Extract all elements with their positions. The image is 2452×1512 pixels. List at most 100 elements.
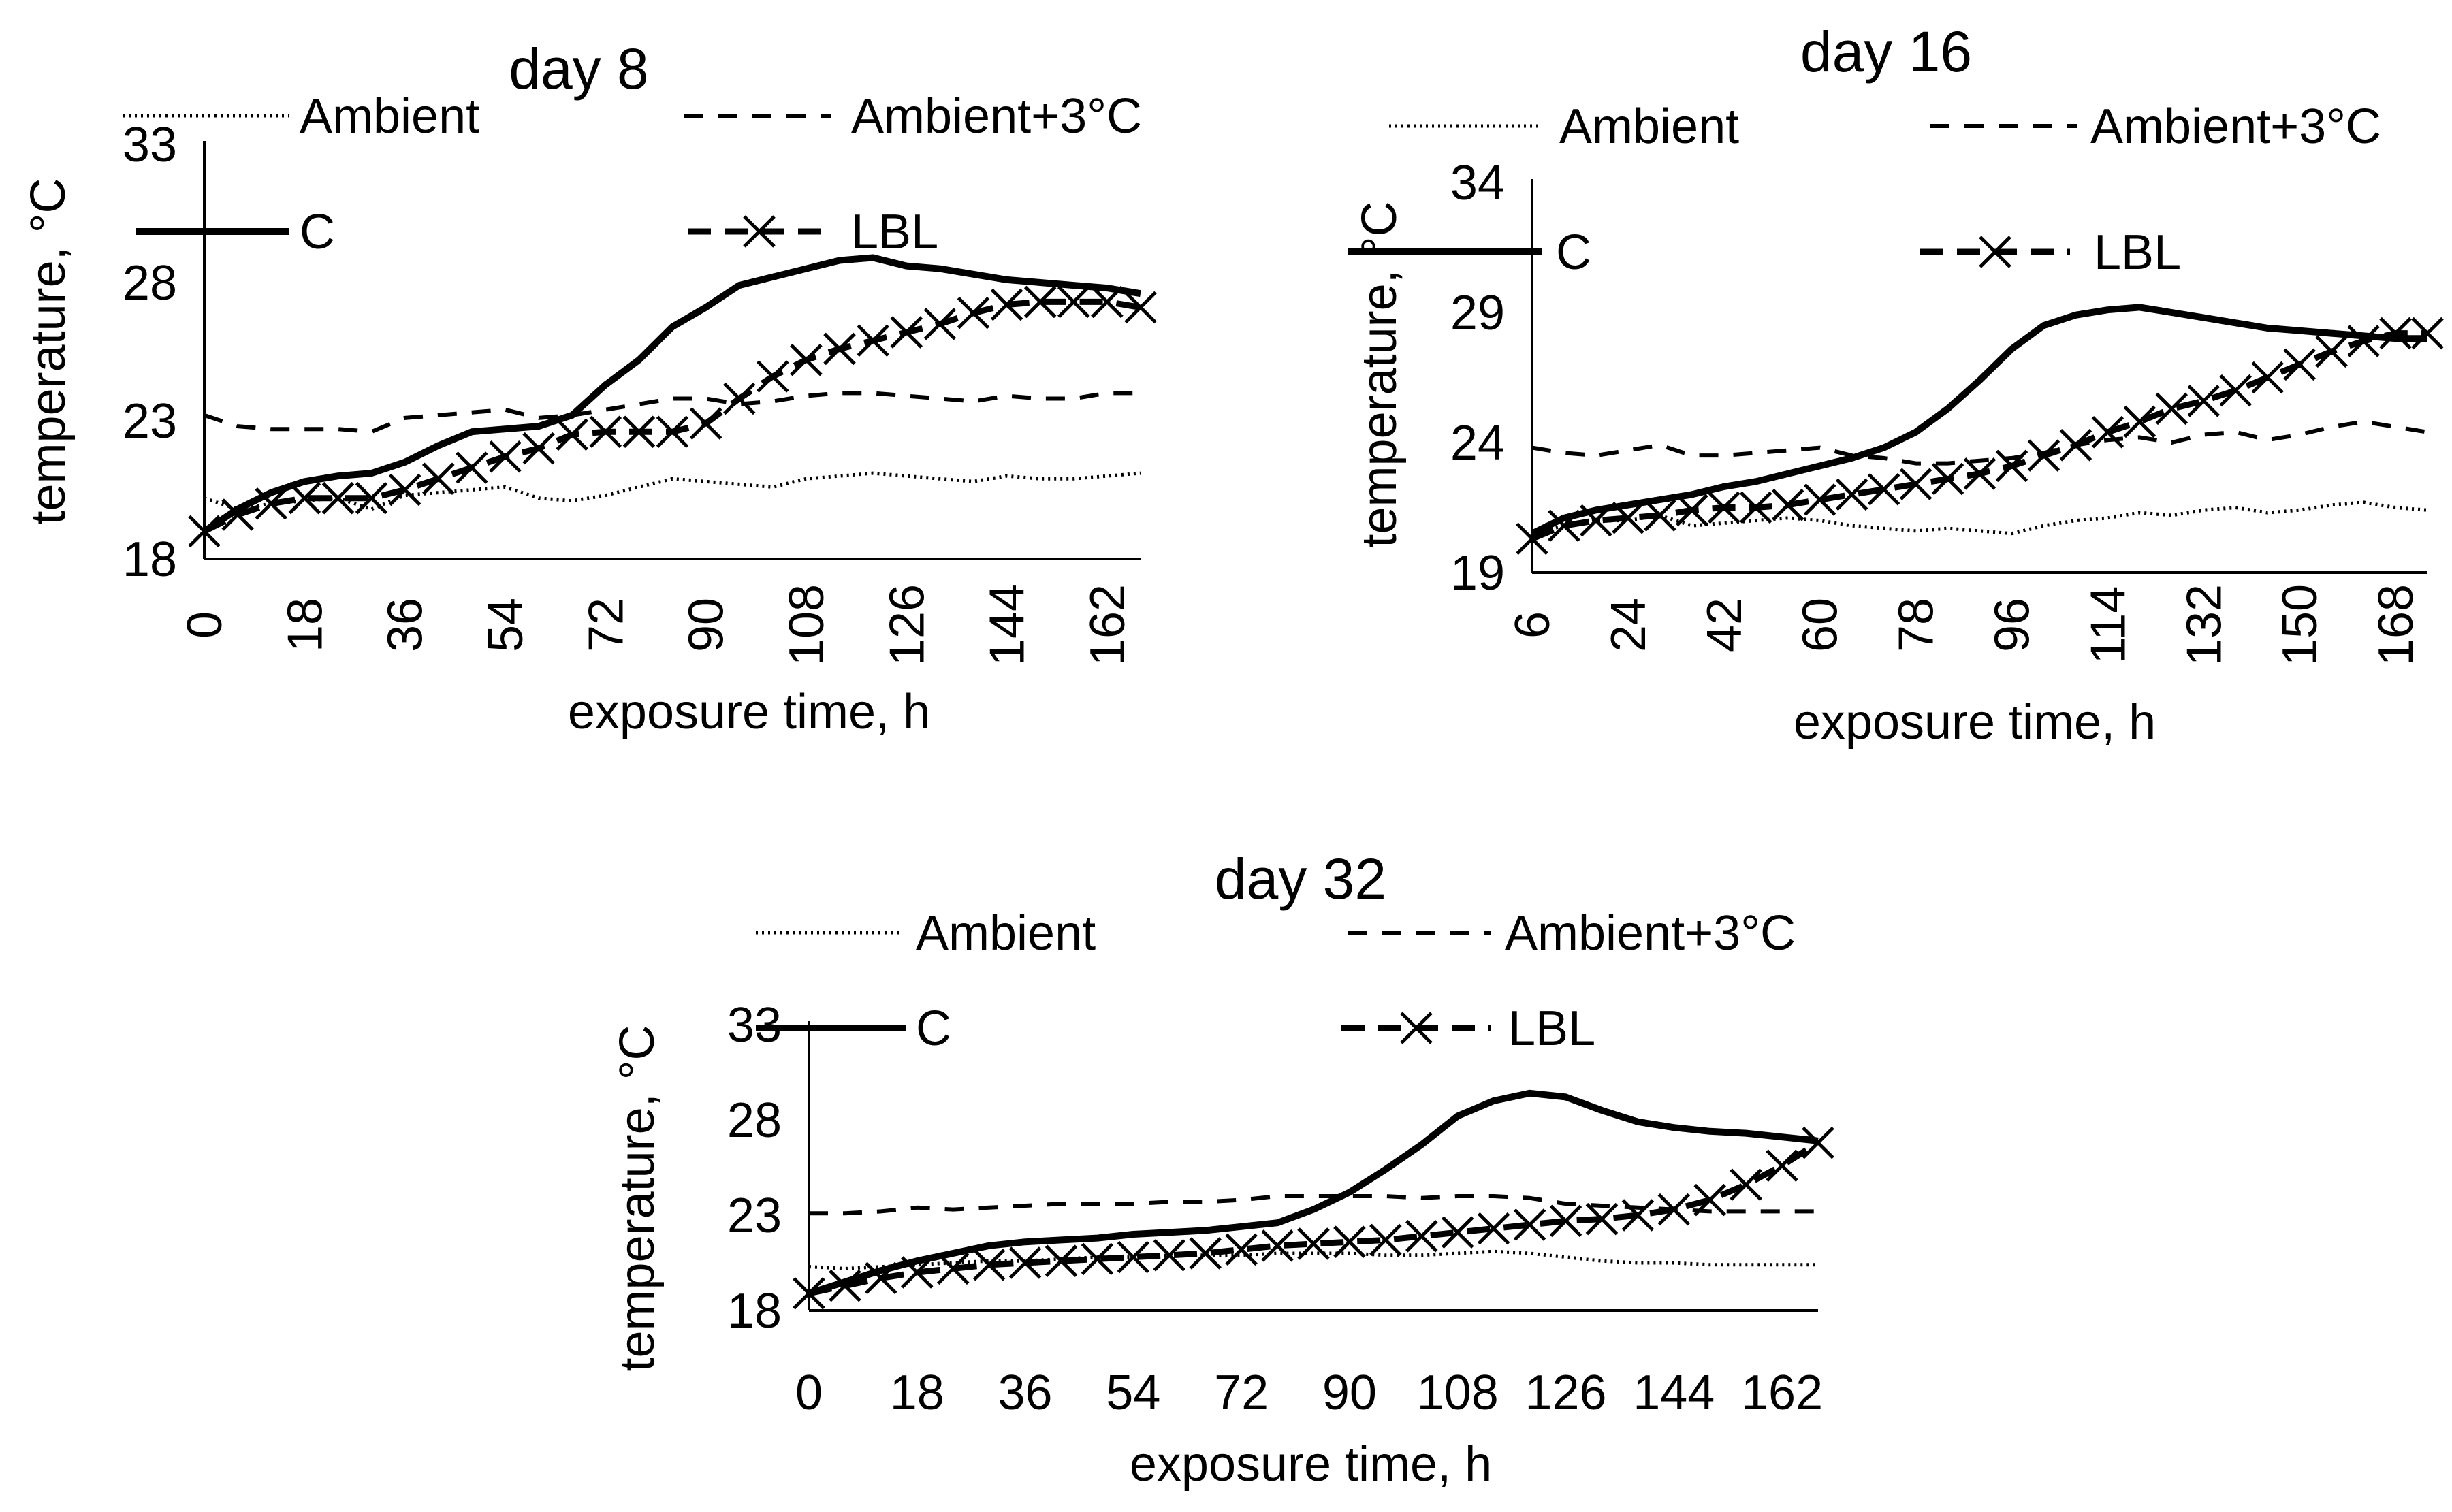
chart1-lbl-marker — [522, 432, 555, 465]
chart1-lbl-marker — [656, 415, 689, 449]
chart2-series-ambient-line — [1531, 500, 2428, 536]
chart3-lbl-marker — [1189, 1237, 1222, 1270]
chart2-lbl-marker — [2315, 335, 2348, 368]
chart1-legend-label: LBL — [851, 205, 938, 259]
chart1-x-tick-label: 90 — [680, 598, 734, 652]
chart3-lbl-marker — [972, 1249, 1006, 1281]
chart2-x-axis-label: exposure time, h — [1794, 695, 2156, 750]
chart1-legend-label: Ambient+3°C — [851, 89, 1142, 144]
chart1-lbl-marker — [823, 332, 856, 366]
chart3-lbl-marker — [1225, 1233, 1258, 1266]
chart1-x-tick-label: 108 — [780, 584, 834, 666]
chart3-title: day 32 — [1215, 847, 1386, 911]
chart3-lbl-marker — [865, 1261, 897, 1295]
chart3-lbl-marker — [1261, 1229, 1294, 1262]
chart3-x-tick-label: 162 — [1741, 1366, 1823, 1420]
chart1-x-tick-label: 144 — [981, 584, 1035, 666]
chart1-legend-marker — [743, 215, 776, 248]
chart2-x-tick-label: 132 — [2177, 584, 2231, 666]
chart2-x-tick-label: 6 — [1506, 611, 1560, 639]
chart2-lbl-marker — [2283, 348, 2316, 381]
chart1-lbl-marker — [890, 316, 923, 349]
chart2-y-tick-label: 19 — [1450, 546, 1505, 600]
chart2-lbl-marker — [2027, 439, 2060, 472]
chart2-lbl-marker — [1931, 462, 1964, 496]
chart1-lbl-marker — [790, 343, 823, 376]
chart3-x-tick-label: 18 — [890, 1366, 944, 1420]
chart2-lbl-marker — [1803, 483, 1836, 516]
chart2-lbl-marker — [1771, 488, 1804, 521]
chart1-title: day 8 — [509, 37, 649, 101]
chart2-lbl-marker — [2091, 415, 2124, 449]
chart3-lbl-marker — [1117, 1240, 1150, 1274]
chart1-y-tick-label: 18 — [123, 532, 177, 587]
chart3-lbl-marker — [1008, 1246, 1042, 1279]
chart1-x-tick-label: 36 — [379, 598, 433, 652]
chart3-x-tick-label: 72 — [1214, 1366, 1269, 1420]
chart1-x-tick-label: 126 — [880, 584, 934, 666]
chart2-lbl-marker — [2411, 317, 2444, 350]
chart1-x-tick-label: 54 — [479, 598, 533, 652]
chart1-lbl-marker — [622, 415, 656, 449]
chart1-x-axis-label: exposure time, h — [568, 685, 930, 739]
chart1-lbl-marker — [188, 515, 221, 548]
chart2-lbl-marker — [2155, 392, 2188, 425]
chart2-series-c-line — [1530, 304, 2427, 537]
chart3-lbl-marker — [1730, 1168, 1762, 1201]
chart3-legend-label: Ambient — [916, 906, 1096, 961]
chart2-lbl-marker — [2347, 325, 2380, 357]
chart1-lbl-marker — [1057, 285, 1090, 319]
chart2-title: day 16 — [1800, 20, 1972, 84]
chart2-y-axis-label: temperature, °C — [1352, 202, 1407, 548]
chart2-lbl-marker — [1867, 472, 1900, 506]
chart2-lbl-marker — [2187, 385, 2220, 417]
chart2-lbl-marker — [1548, 509, 1580, 543]
chart3-series-c-line — [808, 1089, 1819, 1297]
chart3-x-tick-label: 36 — [998, 1366, 1053, 1420]
chart3-legend-label: Ambient+3°C — [1505, 906, 1796, 961]
chart2-y-tick-label: 24 — [1450, 416, 1505, 470]
chart2-lbl-marker — [1708, 491, 1740, 524]
chart2-lbl-marker — [1995, 449, 2028, 483]
chart3-lbl-marker — [1405, 1220, 1438, 1253]
chart2-lbl-marker — [1899, 468, 1932, 500]
chart1-lbl-marker — [689, 407, 722, 440]
chart3-y-tick-label: 18 — [727, 1284, 782, 1338]
chart1-legend-label: C — [300, 205, 335, 259]
chart3-y-axis-label: temperature, °C — [610, 1025, 665, 1372]
chart1-lbl-marker — [288, 481, 321, 515]
chart1-x-tick-label: 162 — [1081, 584, 1135, 666]
chart2-legend-label: LBL — [2094, 225, 2181, 280]
chart3-x-tick-label: 0 — [795, 1366, 823, 1420]
chart2-lbl-marker — [2219, 374, 2252, 407]
chart2-lbl-marker — [2251, 361, 2284, 394]
chart3-lbl-marker — [793, 1277, 825, 1310]
chart1-lbl-marker — [1091, 285, 1124, 319]
chart1-x-tick-label: 0 — [178, 611, 232, 639]
chart2-lbl-marker — [1644, 499, 1676, 532]
chart1-legend-label: Ambient — [300, 89, 479, 144]
chart3-legend-marker — [1400, 1012, 1433, 1044]
chart2-lbl-marker — [1612, 502, 1644, 534]
chart2-legend-marker — [1979, 236, 2011, 268]
chart1-y-tick-label: 28 — [123, 256, 177, 310]
chart1-lbl-marker — [321, 481, 355, 515]
chart1-lbl-marker — [355, 481, 388, 515]
chart1-lbl-marker — [857, 324, 889, 357]
chart3-x-tick-label: 54 — [1106, 1366, 1160, 1420]
chart3-x-tick-label: 144 — [1633, 1366, 1715, 1420]
chart3-y-tick-label: 23 — [727, 1189, 782, 1243]
chart3-lbl-marker — [901, 1256, 934, 1289]
chart2-x-tick-label: 168 — [2369, 584, 2423, 666]
chart1-lbl-marker — [1023, 285, 1057, 319]
chart3-lbl-marker — [1693, 1183, 1726, 1217]
chart2-x-tick-label: 96 — [1985, 598, 2039, 652]
chart1-series-ambient-3-c-line — [204, 391, 1141, 434]
chart1-lbl-marker — [489, 440, 522, 473]
chart2-lbl-marker — [1835, 478, 1868, 511]
chart3-lbl-marker — [1153, 1239, 1186, 1272]
chart1-y-tick-label: 23 — [123, 394, 177, 449]
chart2-lbl-marker — [2059, 429, 2092, 462]
chart1-lbl-marker — [757, 360, 789, 393]
